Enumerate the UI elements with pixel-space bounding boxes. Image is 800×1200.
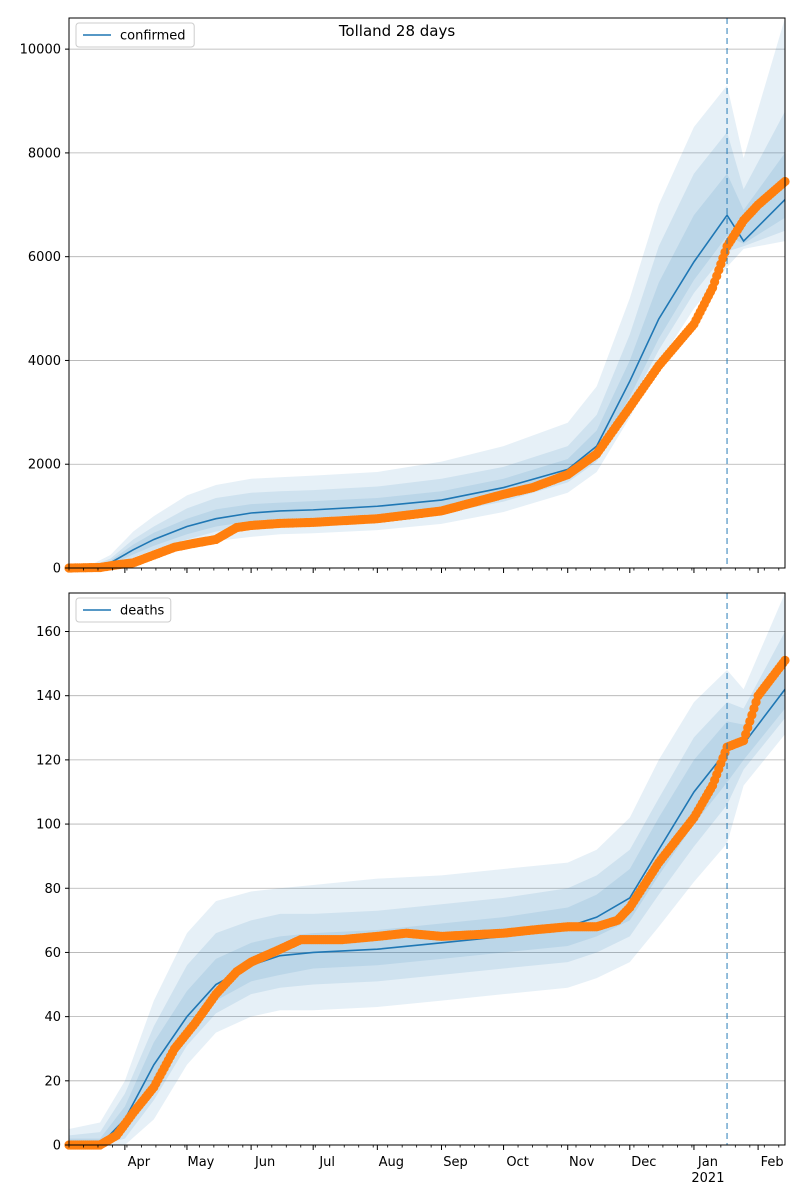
x-tick-label: Jun [254,1155,275,1170]
y-tick-label: 120 [36,753,61,768]
y-tick-label: 140 [36,689,61,704]
y-tick-label: 0 [53,562,61,577]
legend-label: deaths [120,604,165,619]
x-tick-label: Apr [128,1155,151,1170]
plot-frame [68,17,786,569]
legend-label: confirmed [120,29,186,44]
legend: deaths [75,597,172,623]
y-tick-label: 100 [36,818,61,833]
x-tick-label: Jul [318,1155,335,1170]
uncertainty-band-2 [69,111,785,568]
plot-frame [68,592,786,1146]
x-year-label: 2021 [691,1171,724,1186]
x-tick-label: Nov [569,1155,595,1170]
x-tick-label: May [188,1155,215,1170]
deaths-panel: 0 20 40 60 80 100 120 140 160 Apr May Jun Jul Aug Sep O… [36,592,790,1186]
uncertainty-band-1 [69,593,785,1145]
y-tick-label: 40 [44,1010,61,1025]
y-tick-label: 10000 [20,43,61,58]
y-tick-label: 80 [44,882,61,897]
y-tick-label: 8000 [28,146,61,161]
y-tick-label: 160 [36,625,61,640]
model-line [68,199,786,569]
x-tick-label: Sep [443,1155,468,1170]
legend-box [75,22,195,48]
legend: confirmed [75,22,195,48]
x-tick-label: Aug [379,1155,404,1170]
uncertainty-band-1 [69,18,785,568]
x-tick-label: Dec [631,1155,656,1170]
x-tick-label: Jan [697,1155,718,1170]
y-tick-label: 2000 [28,458,61,473]
y-tick-label: 60 [44,946,61,961]
y-tick-label: 20 [44,1074,61,1089]
y-tick-label: 0 [53,1139,61,1154]
observed-series [64,176,790,573]
model-line [69,688,786,1146]
uncertainty-band-3 [69,152,785,569]
legend-box [75,597,172,623]
y-tick-label: 4000 [28,354,61,369]
x-tick-label: Feb [761,1155,784,1170]
confirmed-panel: 0 2000 4000 6000 8000 10000 confirmed [20,17,790,577]
chart-title: Tolland 28 days [338,22,456,40]
x-tick-label: Oct [506,1155,528,1170]
y-tick-label: 6000 [28,250,61,265]
